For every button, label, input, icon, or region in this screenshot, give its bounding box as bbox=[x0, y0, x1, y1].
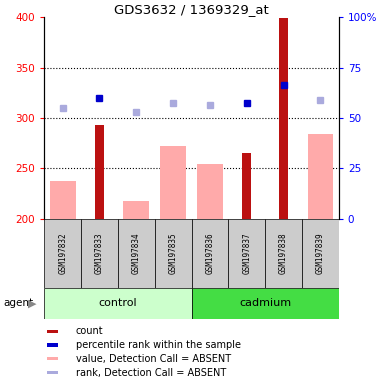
Text: ▶: ▶ bbox=[28, 298, 37, 308]
Bar bbox=[118, 219, 155, 288]
Bar bbox=[279, 18, 288, 219]
Text: count: count bbox=[75, 326, 103, 336]
Bar bbox=[308, 134, 333, 219]
Text: GSM197838: GSM197838 bbox=[279, 233, 288, 274]
Title: GDS3632 / 1369329_at: GDS3632 / 1369329_at bbox=[114, 3, 269, 16]
Bar bbox=[302, 219, 339, 288]
Text: percentile rank within the sample: percentile rank within the sample bbox=[75, 340, 241, 350]
Text: rank, Detection Call = ABSENT: rank, Detection Call = ABSENT bbox=[75, 367, 226, 378]
Bar bbox=[228, 219, 265, 288]
Bar bbox=[192, 219, 228, 288]
Text: value, Detection Call = ABSENT: value, Detection Call = ABSENT bbox=[75, 354, 231, 364]
Bar bbox=[81, 219, 118, 288]
Bar bbox=[192, 288, 339, 319]
Bar bbox=[160, 146, 186, 219]
Text: GSM197832: GSM197832 bbox=[58, 233, 67, 274]
Bar bbox=[47, 357, 58, 361]
Text: GSM197839: GSM197839 bbox=[316, 233, 325, 274]
Text: cadmium: cadmium bbox=[239, 298, 291, 308]
Text: GSM197835: GSM197835 bbox=[169, 233, 177, 274]
Text: GSM197833: GSM197833 bbox=[95, 233, 104, 274]
Bar bbox=[155, 219, 192, 288]
Bar bbox=[47, 371, 58, 374]
Bar bbox=[242, 153, 251, 219]
Bar bbox=[95, 125, 104, 219]
Text: GSM197837: GSM197837 bbox=[242, 233, 251, 274]
Text: control: control bbox=[99, 298, 137, 308]
Bar bbox=[50, 180, 75, 219]
Bar bbox=[265, 219, 302, 288]
Bar bbox=[44, 219, 81, 288]
Text: GSM197836: GSM197836 bbox=[206, 233, 214, 274]
Bar bbox=[47, 343, 58, 347]
Bar bbox=[197, 164, 223, 219]
Text: GSM197834: GSM197834 bbox=[132, 233, 141, 274]
Text: agent: agent bbox=[4, 298, 34, 308]
Bar bbox=[47, 329, 58, 333]
Bar bbox=[124, 201, 149, 219]
Bar bbox=[44, 288, 192, 319]
